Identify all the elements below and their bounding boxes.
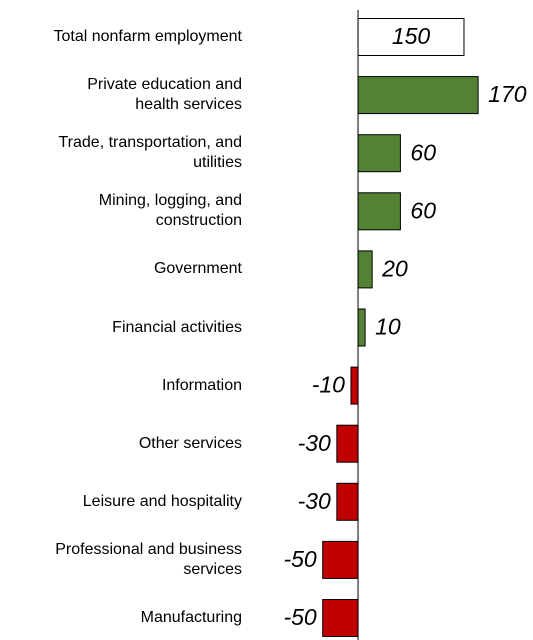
bar xyxy=(357,134,401,173)
value-label: -30 xyxy=(298,488,331,514)
category-label: Other services xyxy=(138,434,242,452)
category-label: Professional and business services xyxy=(55,540,242,578)
bar xyxy=(350,366,359,405)
category-label: Government xyxy=(153,260,242,278)
value-label: -30 xyxy=(298,430,331,456)
category-label: Leisure and hospitality xyxy=(82,492,242,510)
value-label: 60 xyxy=(410,197,436,223)
category-label: Total nonfarm employment xyxy=(53,28,242,45)
category-label: Trade, transportation, and utilities xyxy=(58,134,242,172)
bar xyxy=(336,424,359,463)
bar xyxy=(357,250,373,289)
value-label: -10 xyxy=(312,372,345,398)
bar xyxy=(357,192,401,231)
category-label: Private education and health services xyxy=(87,76,242,114)
value-label: 10 xyxy=(375,314,401,340)
value-label: 60 xyxy=(410,139,436,165)
bar xyxy=(322,599,359,637)
category-label: Financial activities xyxy=(112,318,242,336)
value-label: -50 xyxy=(283,546,316,572)
category-label: Manufacturing xyxy=(140,609,242,626)
value-label: -50 xyxy=(283,604,316,630)
bar xyxy=(357,308,366,347)
category-label: Mining, logging, and construction xyxy=(98,192,242,230)
category-label: Information xyxy=(161,376,242,394)
bar xyxy=(336,482,359,521)
value-label: 170 xyxy=(488,81,527,107)
bar xyxy=(357,18,465,56)
value-label: 150 xyxy=(392,23,431,49)
bar xyxy=(357,76,479,115)
bar xyxy=(322,540,359,579)
value-label: 20 xyxy=(381,255,408,281)
